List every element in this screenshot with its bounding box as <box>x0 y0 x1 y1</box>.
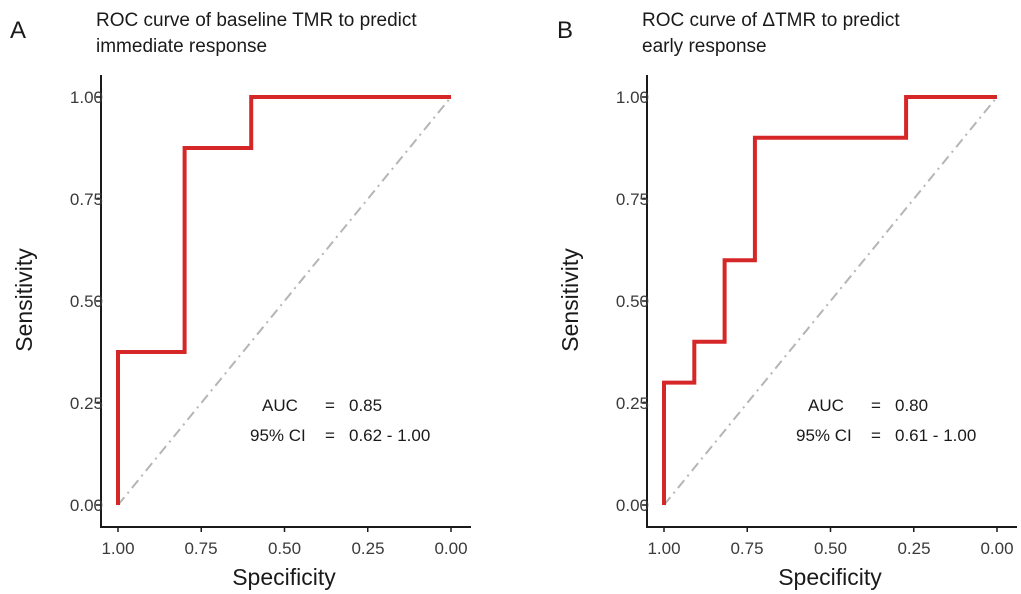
panel-b: B ROC curve of ΔTMR to predict early res… <box>557 10 1017 590</box>
panel-a-title-line-2: immediate response <box>96 36 267 57</box>
panel-a-auc-equals: = <box>325 396 335 415</box>
panel-a-xtick-label: 0.75 <box>184 539 217 558</box>
panel-a-ytick-label: 1.00 <box>70 88 103 107</box>
panel-a-ci-equals: = <box>325 426 335 445</box>
panel-a-ytick-label: 0.50 <box>70 292 103 311</box>
panel-a: A ROC curve of baseline TMR to predict i… <box>10 10 471 590</box>
panel-a-ytick-label: 0.00 <box>70 496 103 515</box>
panel-b-auc-equals: = <box>871 396 881 415</box>
panel-a-xtick-label: 0.50 <box>268 539 301 558</box>
panel-a-auc-label: AUC <box>262 396 298 415</box>
panel-b-ytick-label: 1.00 <box>616 88 649 107</box>
panel-b-y-axis-label: Sensitivity <box>557 248 583 352</box>
panel-b-xtick-label: 0.50 <box>814 539 847 558</box>
panel-b-xtick-label: 0.00 <box>980 539 1013 558</box>
panel-letter-b: B <box>557 17 573 44</box>
panel-a-y-axis-label: Sensitivity <box>11 248 37 352</box>
panel-b-xtick-label: 0.75 <box>730 539 763 558</box>
panel-a-title-line-1: ROC curve of baseline TMR to predict <box>96 10 417 31</box>
panel-b-ytick-label: 0.00 <box>616 496 649 515</box>
panel-b-axes <box>646 75 1017 528</box>
panel-a-tick-marks <box>96 96 452 532</box>
panel-a-auc-value: 0.85 <box>349 396 382 415</box>
panel-a-x-axis-label: Specificity <box>232 564 336 590</box>
panel-a-ci-value: 0.62 - 1.00 <box>349 426 430 445</box>
panel-b-ci-label: 95% CI <box>796 426 852 445</box>
panel-a-xtick-label: 0.25 <box>351 539 384 558</box>
panel-b-ytick-label: 0.50 <box>616 292 649 311</box>
panel-b-tick-marks <box>642 96 998 532</box>
panel-a-ci-label: 95% CI <box>250 426 306 445</box>
panel-a-ytick-label: 0.75 <box>70 190 103 209</box>
panel-b-ytick-label: 0.25 <box>616 394 649 413</box>
panel-b-plot <box>642 75 1017 532</box>
panel-b-title-line-1: ROC curve of ΔTMR to predict <box>642 10 900 31</box>
panel-b-ytick-label: 0.75 <box>616 190 649 209</box>
panel-b-auc-label: AUC <box>808 396 844 415</box>
panel-b-ci-equals: = <box>871 426 881 445</box>
panel-b-x-axis-label: Specificity <box>778 564 882 590</box>
panel-a-roc-curve <box>116 95 451 505</box>
panel-b-xtick-label: 1.00 <box>647 539 680 558</box>
panel-a-plot <box>96 75 471 532</box>
panel-a-xtick-label: 1.00 <box>101 539 134 558</box>
panel-a-xtick-label: 0.00 <box>434 539 467 558</box>
panel-b-ci-value: 0.61 - 1.00 <box>895 426 976 445</box>
panel-a-ytick-label: 0.25 <box>70 394 103 413</box>
panel-b-title-line-2: early response <box>642 36 767 57</box>
panel-b-roc-curve <box>662 95 997 505</box>
panel-letter-a: A <box>10 17 26 44</box>
panel-b-auc-value: 0.80 <box>895 396 928 415</box>
panel-b-xtick-label: 0.25 <box>897 539 930 558</box>
panel-a-axes <box>100 75 471 528</box>
